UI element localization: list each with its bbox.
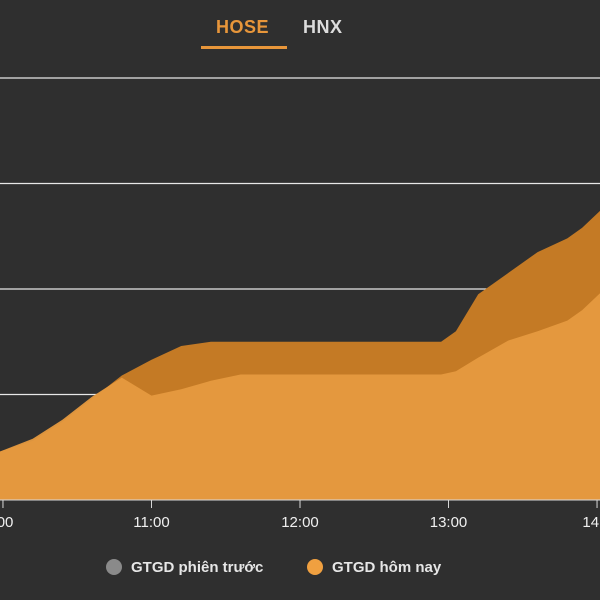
x-tick-label: 11:00 xyxy=(133,514,169,531)
x-tick-label: 14:0 xyxy=(582,514,600,531)
legend-item-previous-session[interactable]: GTGD phiên trước xyxy=(106,555,263,579)
legend-item-today[interactable]: GTGD hôm nay xyxy=(307,555,441,579)
x-tick-label: 12:00 xyxy=(281,514,319,531)
legend-dot-previous-icon xyxy=(106,559,122,575)
legend-dot-today-icon xyxy=(307,559,323,575)
legend-label-today: GTGD hôm nay xyxy=(332,558,442,576)
legend-label-previous: GTGD phiên trước xyxy=(131,558,264,576)
market-tabs: HOSE HNX xyxy=(0,0,600,60)
chart-legend: GTGD phiên trước GTGD hôm nay xyxy=(0,555,600,579)
x-tick-label: :00 xyxy=(0,514,13,531)
x-tick-label: 13:00 xyxy=(430,514,468,531)
active-tab-indicator xyxy=(201,46,287,49)
tab-hose[interactable]: HOSE xyxy=(216,17,270,37)
series-area-previous-session xyxy=(0,293,600,500)
tab-hnx[interactable]: HNX xyxy=(303,17,343,37)
